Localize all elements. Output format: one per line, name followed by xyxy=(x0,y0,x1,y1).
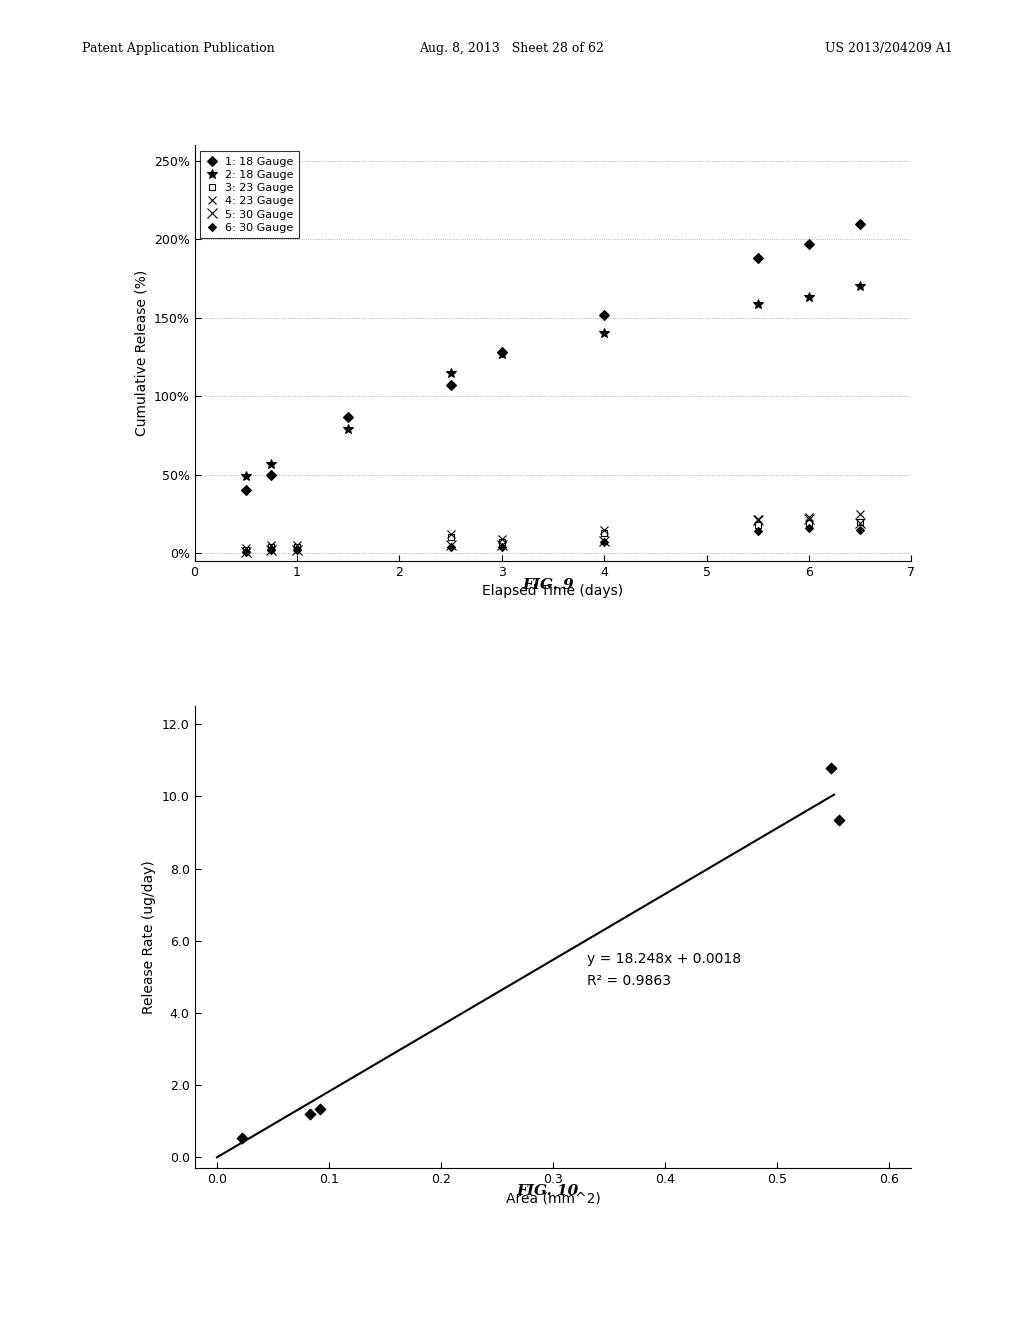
3: 23 Gauge: (1, 0.04): 23 Gauge: (1, 0.04) xyxy=(291,539,303,554)
6: 30 Gauge: (0.5, 0.01): 30 Gauge: (0.5, 0.01) xyxy=(240,544,252,560)
1: 18 Gauge: (1.5, 0.87): 18 Gauge: (1.5, 0.87) xyxy=(342,409,354,425)
3: 23 Gauge: (2.5, 0.1): 23 Gauge: (2.5, 0.1) xyxy=(444,529,457,545)
6: 30 Gauge: (6, 0.16): 30 Gauge: (6, 0.16) xyxy=(803,520,815,536)
1: 18 Gauge: (2.5, 1.07): 18 Gauge: (2.5, 1.07) xyxy=(444,378,457,393)
6: 30 Gauge: (1, 0.02): 30 Gauge: (1, 0.02) xyxy=(291,543,303,558)
4: 23 Gauge: (0.5, 0.03): 23 Gauge: (0.5, 0.03) xyxy=(240,540,252,556)
Point xyxy=(822,758,839,779)
6: 30 Gauge: (5.5, 0.14): 30 Gauge: (5.5, 0.14) xyxy=(752,523,764,539)
Text: Patent Application Publication: Patent Application Publication xyxy=(82,42,274,55)
Line: 3: 23 Gauge: 3: 23 Gauge xyxy=(243,519,863,553)
1: 18 Gauge: (0.75, 0.5): 18 Gauge: (0.75, 0.5) xyxy=(265,467,278,483)
5: 30 Gauge: (6, 0.22): 30 Gauge: (6, 0.22) xyxy=(803,511,815,527)
2: 18 Gauge: (0.75, 0.57): 18 Gauge: (0.75, 0.57) xyxy=(265,455,278,471)
Text: FIG. 10: FIG. 10 xyxy=(517,1184,579,1199)
5: 30 Gauge: (3, 0.05): 30 Gauge: (3, 0.05) xyxy=(496,537,508,553)
2: 18 Gauge: (6.5, 1.7): 18 Gauge: (6.5, 1.7) xyxy=(854,279,866,294)
6: 30 Gauge: (3, 0.04): 30 Gauge: (3, 0.04) xyxy=(496,539,508,554)
1: 18 Gauge: (6.5, 2.1): 18 Gauge: (6.5, 2.1) xyxy=(854,215,866,231)
4: 23 Gauge: (6, 0.23): 23 Gauge: (6, 0.23) xyxy=(803,510,815,525)
4: 23 Gauge: (4, 0.15): 23 Gauge: (4, 0.15) xyxy=(598,521,610,537)
Text: y = 18.248x + 0.0018
R² = 0.9863: y = 18.248x + 0.0018 R² = 0.9863 xyxy=(587,952,740,987)
2: 18 Gauge: (1.5, 0.79): 18 Gauge: (1.5, 0.79) xyxy=(342,421,354,437)
3: 23 Gauge: (5.5, 0.18): 23 Gauge: (5.5, 0.18) xyxy=(752,517,764,533)
1: 18 Gauge: (0.5, 0.4): 18 Gauge: (0.5, 0.4) xyxy=(240,483,252,499)
1: 18 Gauge: (6, 1.97): 18 Gauge: (6, 1.97) xyxy=(803,236,815,252)
Point xyxy=(302,1104,318,1125)
Point xyxy=(830,809,847,830)
6: 30 Gauge: (6.5, 0.15): 30 Gauge: (6.5, 0.15) xyxy=(854,521,866,537)
5: 30 Gauge: (0.75, 0.02): 30 Gauge: (0.75, 0.02) xyxy=(265,543,278,558)
3: 23 Gauge: (4, 0.13): 23 Gauge: (4, 0.13) xyxy=(598,525,610,541)
5: 30 Gauge: (5.5, 0.21): 30 Gauge: (5.5, 0.21) xyxy=(752,512,764,528)
5: 30 Gauge: (6.5, 0.19): 30 Gauge: (6.5, 0.19) xyxy=(854,515,866,531)
Y-axis label: Cumulative Release (%): Cumulative Release (%) xyxy=(134,271,148,436)
Line: 5: 30 Gauge: 5: 30 Gauge xyxy=(241,513,865,557)
Line: 4: 23 Gauge: 4: 23 Gauge xyxy=(242,510,864,553)
3: 23 Gauge: (0.5, 0.02): 23 Gauge: (0.5, 0.02) xyxy=(240,543,252,558)
6: 30 Gauge: (4, 0.07): 30 Gauge: (4, 0.07) xyxy=(598,535,610,550)
1: 18 Gauge: (3, 1.28): 18 Gauge: (3, 1.28) xyxy=(496,345,508,360)
Line: 2: 18 Gauge: 2: 18 Gauge xyxy=(241,281,865,480)
5: 30 Gauge: (2.5, 0.05): 30 Gauge: (2.5, 0.05) xyxy=(444,537,457,553)
Text: US 2013/204209 A1: US 2013/204209 A1 xyxy=(824,42,952,55)
3: 23 Gauge: (0.75, 0.04): 23 Gauge: (0.75, 0.04) xyxy=(265,539,278,554)
X-axis label: Elapsed Time (days): Elapsed Time (days) xyxy=(482,585,624,598)
1: 18 Gauge: (5.5, 1.88): 18 Gauge: (5.5, 1.88) xyxy=(752,251,764,267)
5: 30 Gauge: (4, 0.08): 30 Gauge: (4, 0.08) xyxy=(598,533,610,549)
X-axis label: Area (mm^2): Area (mm^2) xyxy=(506,1192,600,1205)
Line: 1: 18 Gauge: 1: 18 Gauge xyxy=(243,220,863,494)
4: 23 Gauge: (0.75, 0.05): 23 Gauge: (0.75, 0.05) xyxy=(265,537,278,553)
Text: Aug. 8, 2013   Sheet 28 of 62: Aug. 8, 2013 Sheet 28 of 62 xyxy=(420,42,604,55)
4: 23 Gauge: (3, 0.09): 23 Gauge: (3, 0.09) xyxy=(496,531,508,546)
Text: FIG. 9: FIG. 9 xyxy=(522,578,573,593)
4: 23 Gauge: (6.5, 0.25): 23 Gauge: (6.5, 0.25) xyxy=(854,506,866,521)
2: 18 Gauge: (0.5, 0.49): 18 Gauge: (0.5, 0.49) xyxy=(240,469,252,484)
3: 23 Gauge: (3, 0.07): 23 Gauge: (3, 0.07) xyxy=(496,535,508,550)
3: 23 Gauge: (6, 0.19): 23 Gauge: (6, 0.19) xyxy=(803,515,815,531)
5: 30 Gauge: (0.5, 0.01): 30 Gauge: (0.5, 0.01) xyxy=(240,544,252,560)
2: 18 Gauge: (6, 1.63): 18 Gauge: (6, 1.63) xyxy=(803,289,815,305)
2: 18 Gauge: (4, 1.4): 18 Gauge: (4, 1.4) xyxy=(598,326,610,342)
Line: 6: 30 Gauge: 6: 30 Gauge xyxy=(243,525,863,554)
1: 18 Gauge: (4, 1.52): 18 Gauge: (4, 1.52) xyxy=(598,306,610,322)
5: 30 Gauge: (1, 0.02): 30 Gauge: (1, 0.02) xyxy=(291,543,303,558)
3: 23 Gauge: (6.5, 0.2): 23 Gauge: (6.5, 0.2) xyxy=(854,513,866,529)
2: 18 Gauge: (2.5, 1.15): 18 Gauge: (2.5, 1.15) xyxy=(444,364,457,380)
4: 23 Gauge: (5.5, 0.22): 23 Gauge: (5.5, 0.22) xyxy=(752,511,764,527)
Legend: 1: 18 Gauge, 2: 18 Gauge, 3: 23 Gauge, 4: 23 Gauge, 5: 30 Gauge, 6: 30 Gauge: 1: 18 Gauge, 2: 18 Gauge, 3: 23 Gauge, 4… xyxy=(200,150,299,239)
Y-axis label: Release Rate (ug/day): Release Rate (ug/day) xyxy=(142,861,157,1014)
6: 30 Gauge: (2.5, 0.04): 30 Gauge: (2.5, 0.04) xyxy=(444,539,457,554)
6: 30 Gauge: (0.75, 0.02): 30 Gauge: (0.75, 0.02) xyxy=(265,543,278,558)
2: 18 Gauge: (3, 1.27): 18 Gauge: (3, 1.27) xyxy=(496,346,508,362)
Point xyxy=(233,1127,250,1148)
2: 18 Gauge: (5.5, 1.59): 18 Gauge: (5.5, 1.59) xyxy=(752,296,764,312)
Point xyxy=(311,1098,328,1119)
4: 23 Gauge: (1, 0.05): 23 Gauge: (1, 0.05) xyxy=(291,537,303,553)
4: 23 Gauge: (2.5, 0.12): 23 Gauge: (2.5, 0.12) xyxy=(444,527,457,543)
